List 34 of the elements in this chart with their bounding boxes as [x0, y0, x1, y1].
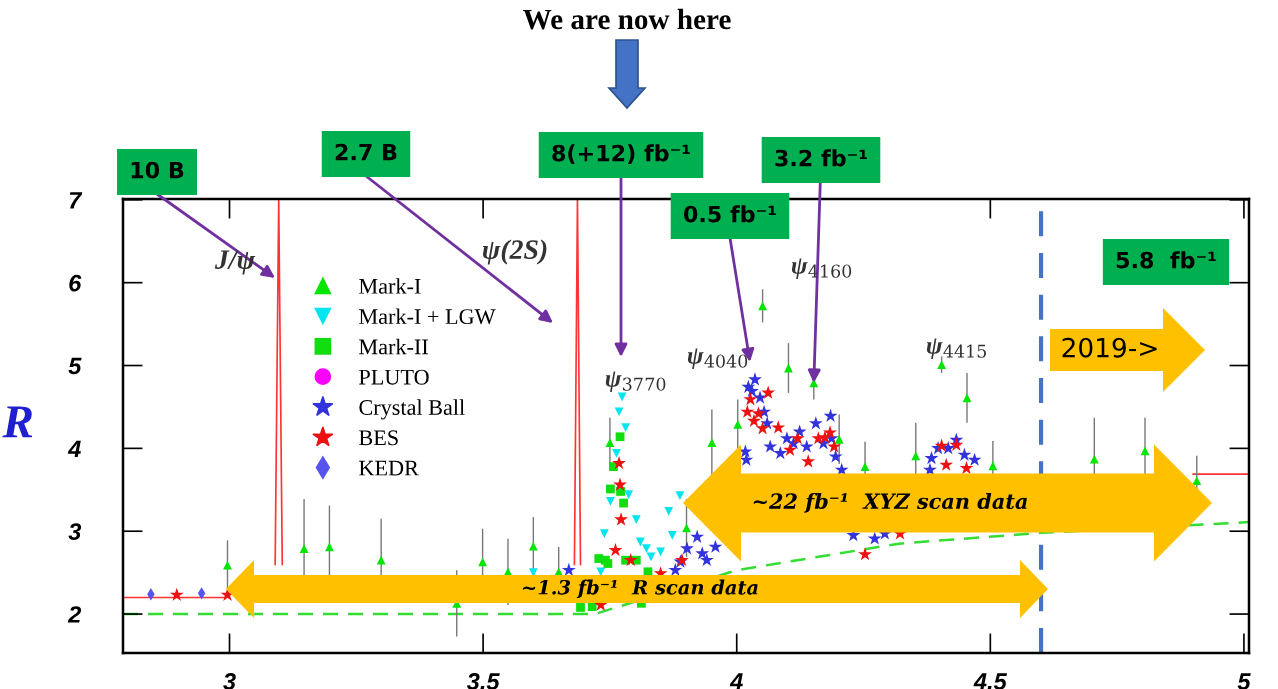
- legend-label: PLUTO: [359, 369, 429, 385]
- legend-label: BES: [359, 430, 398, 446]
- annotation: ψ$_{4415}$: [926, 338, 986, 359]
- legend-label: Mark-I + LGW: [359, 308, 496, 325]
- x-tick-label: 3.5: [466, 673, 500, 689]
- text: 8(+12) fb⁻¹: [552, 144, 690, 165]
- y-tick-label: 3: [68, 523, 82, 540]
- y-tick-label: 4: [67, 440, 81, 457]
- x-tick-label: 4: [729, 673, 743, 689]
- y-tick-label: 2: [67, 606, 82, 623]
- x-tick-label: 3: [223, 673, 236, 689]
- annotation: 3.2 fb⁻¹: [775, 149, 867, 167]
- text: 10 B: [131, 161, 184, 179]
- annotation: 0.5 fb⁻¹: [683, 205, 776, 223]
- legend-label: Mark-II: [359, 338, 428, 355]
- annotation: ψ$_{4040}$: [687, 348, 748, 369]
- chart-title: We are now here: [523, 8, 731, 30]
- legend-label: Mark-I: [359, 278, 421, 294]
- y-tick-label: 6: [69, 274, 82, 292]
- x-tick-label: 5: [1237, 673, 1251, 689]
- y-tick-label: 5: [68, 357, 82, 375]
- legend-label: Crystal Ball: [359, 399, 465, 420]
- annotation: ψ(2S): [482, 239, 547, 265]
- annotation: ~22 fb⁻¹ XYZ scan data: [753, 492, 1027, 513]
- legend-label: KEDR: [359, 460, 419, 476]
- annotation: 2019->: [1062, 337, 1157, 358]
- text: 2.7 B: [335, 143, 397, 161]
- annotation: 5.8 fb⁻¹: [1116, 251, 1216, 269]
- annotation: ~1.3 fb⁻¹ R scan data: [522, 579, 758, 599]
- annotation: J/ψ: [214, 250, 256, 275]
- x-tick-label: 4.5: [973, 673, 1008, 689]
- annotation: ψ$_{3770}$: [605, 371, 666, 392]
- y-tick-label: 7: [69, 192, 83, 209]
- y-axis-title: R: [2, 406, 33, 438]
